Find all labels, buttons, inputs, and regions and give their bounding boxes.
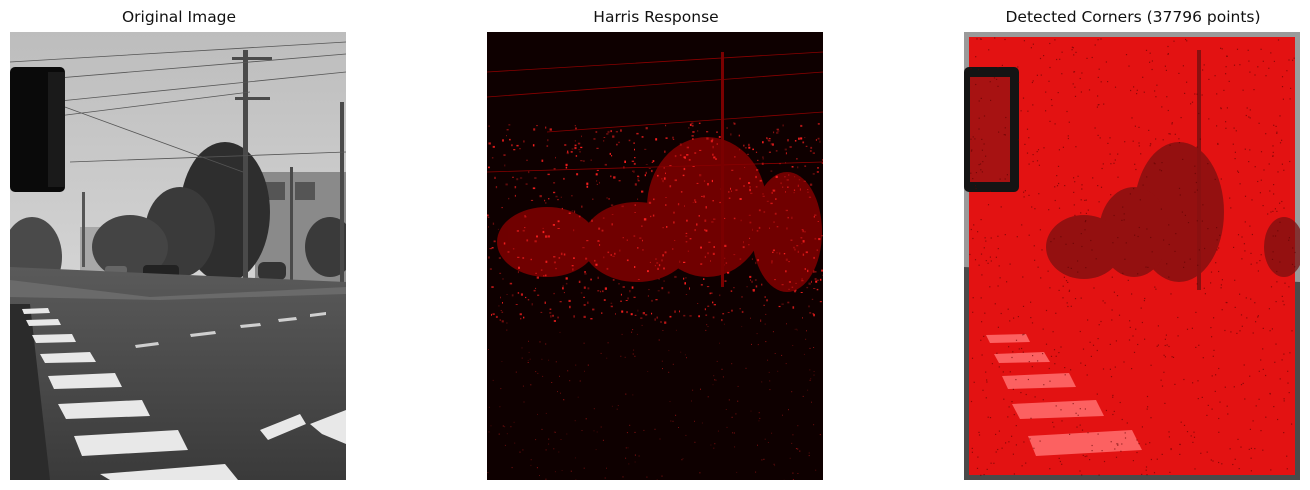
detected-corners-image <box>964 32 1300 480</box>
original-street-image <box>10 32 346 480</box>
panel-detected-corners: Detected Corners (37796 points) <box>964 0 1302 490</box>
original-photo-svg <box>10 32 346 480</box>
harris-response-svg <box>487 32 823 480</box>
panel-original: Original Image <box>10 0 348 490</box>
panel-title-original: Original Image <box>121 8 237 26</box>
harris-response-image <box>487 32 823 480</box>
detected-corners-svg <box>964 32 1300 480</box>
panel-title-harris: Harris Response <box>593 8 719 26</box>
panel-title-corners: Detected Corners (37796 points) <box>1005 8 1261 26</box>
panel-harris-response: Harris Response <box>487 0 825 490</box>
